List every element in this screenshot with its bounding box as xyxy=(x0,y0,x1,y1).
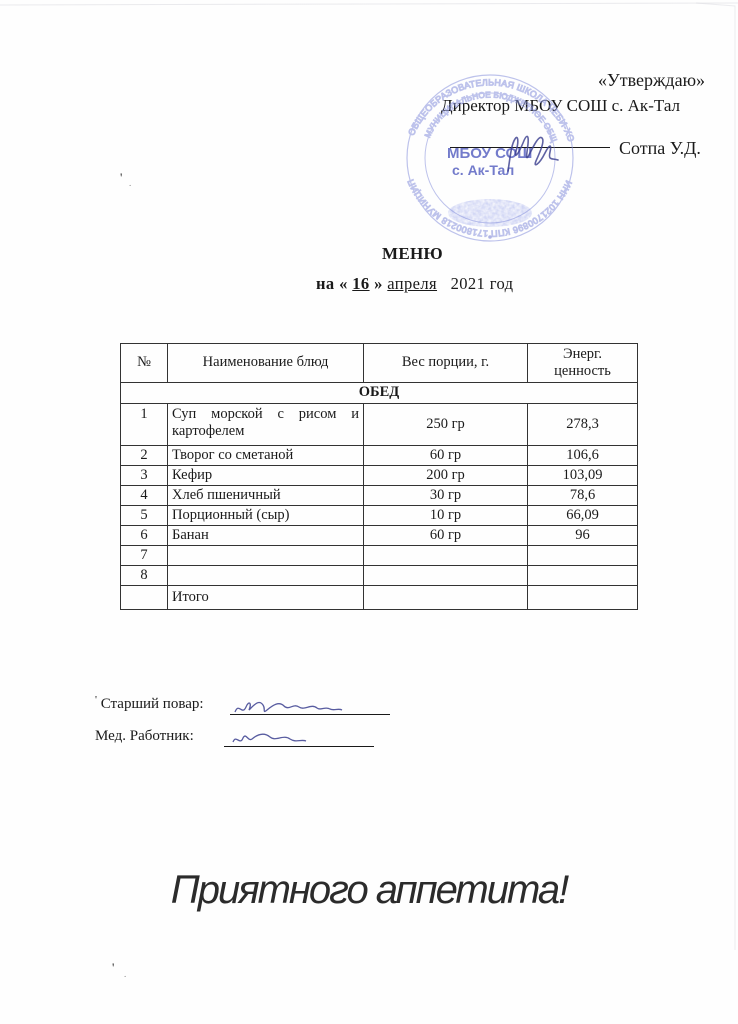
svg-text:с. Ак-Тал: с. Ак-Тал xyxy=(452,162,514,178)
svg-text:МБОУ СОШ: МБОУ СОШ xyxy=(447,145,532,162)
